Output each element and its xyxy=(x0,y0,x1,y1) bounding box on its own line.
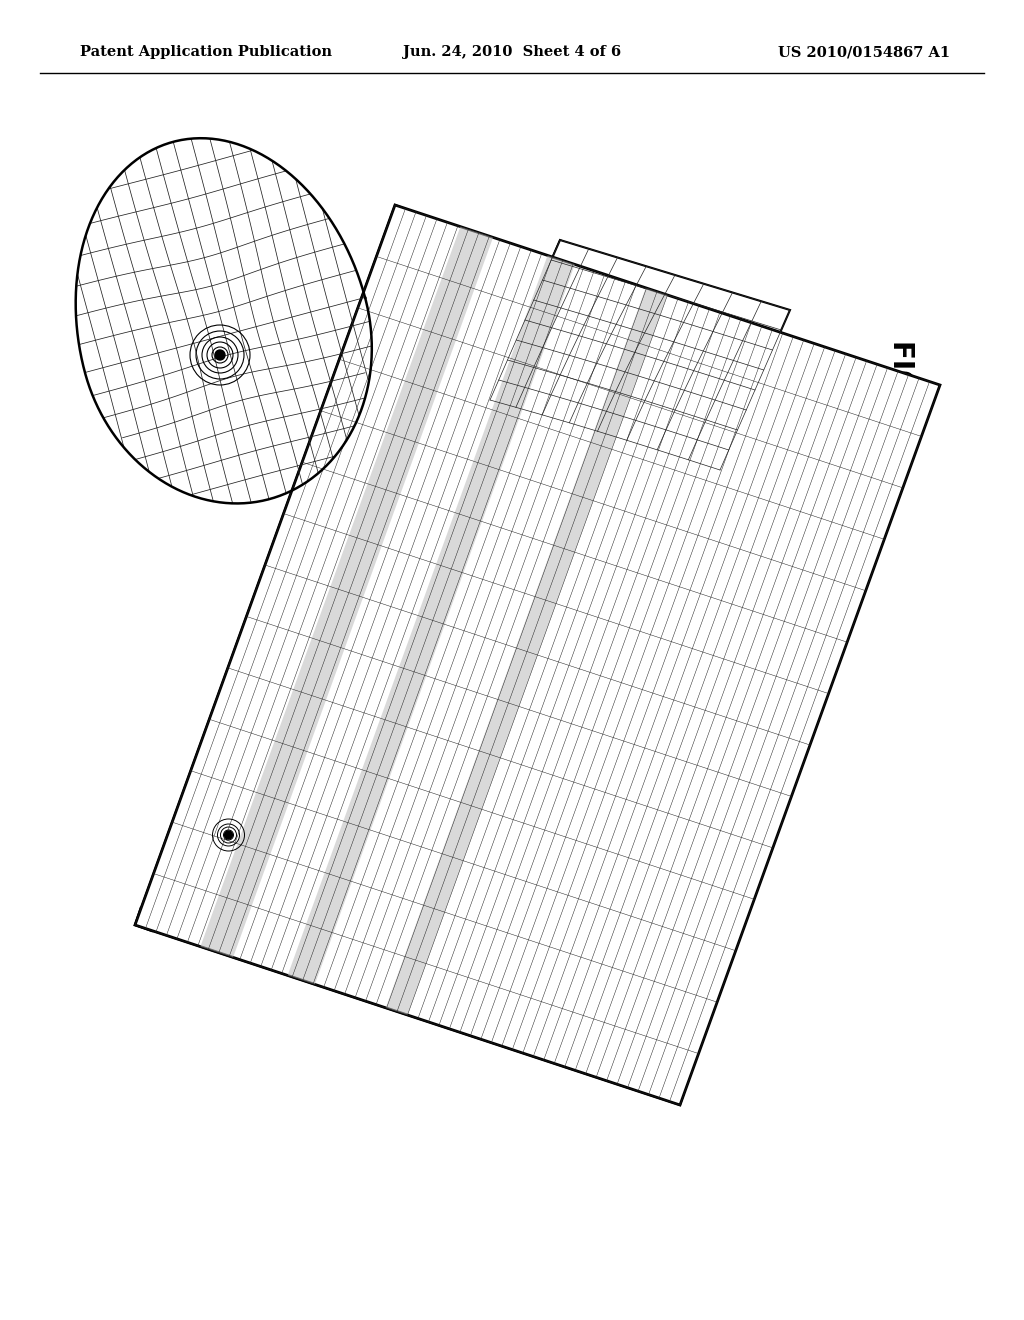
Polygon shape xyxy=(288,255,574,985)
Polygon shape xyxy=(490,240,790,470)
Polygon shape xyxy=(490,240,571,405)
Circle shape xyxy=(225,832,231,838)
Polygon shape xyxy=(490,388,724,470)
Polygon shape xyxy=(135,205,412,931)
Polygon shape xyxy=(135,205,940,1105)
Text: FIG. 5B: FIG. 5B xyxy=(887,339,915,453)
Text: FIG. 5C: FIG. 5C xyxy=(395,341,424,451)
Text: US 2010/0154867 A1: US 2010/0154867 A1 xyxy=(778,45,950,59)
Polygon shape xyxy=(135,908,686,1105)
Text: Patent Application Publication: Patent Application Publication xyxy=(80,45,332,59)
Circle shape xyxy=(215,350,225,360)
Text: FIG. 5A: FIG. 5A xyxy=(621,973,649,1086)
Text: Jun. 24, 2010  Sheet 4 of 6: Jun. 24, 2010 Sheet 4 of 6 xyxy=(402,45,622,59)
Polygon shape xyxy=(201,227,494,957)
Polygon shape xyxy=(386,288,668,1015)
Circle shape xyxy=(224,832,232,840)
